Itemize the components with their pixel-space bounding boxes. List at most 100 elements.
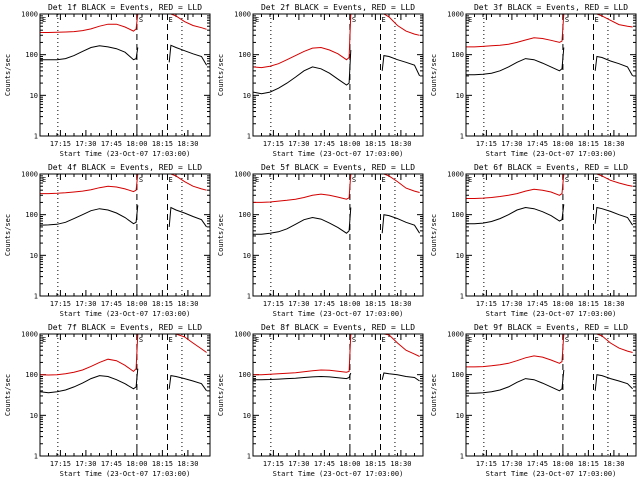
y-tick-label: 1 bbox=[34, 133, 38, 141]
events-series-line bbox=[253, 207, 352, 235]
events-series-line bbox=[168, 375, 208, 392]
y-tick-label: 1 bbox=[247, 293, 251, 301]
x-axis-label: Start Time (23-Oct-07 17:03:00) bbox=[273, 150, 404, 158]
x-tick-label: 17:45 bbox=[314, 460, 335, 468]
y-tick-label: 1000 bbox=[21, 331, 38, 339]
x-tick-label: 17:15 bbox=[50, 300, 71, 308]
x-axis-label: Start Time (23-Oct-07 17:03:00) bbox=[486, 470, 617, 478]
x-tick-label: 18:15 bbox=[365, 300, 386, 308]
panel-title: Det 8f BLACK = Events, RED = LLD bbox=[261, 323, 415, 332]
plot-frame bbox=[465, 173, 637, 297]
x-axis-label: Start Time (23-Oct-07 17:03:00) bbox=[60, 310, 191, 318]
x-tick-label: 18:15 bbox=[365, 460, 386, 468]
x-tick-label: 18:30 bbox=[177, 140, 198, 148]
y-tick-label: 1000 bbox=[447, 331, 464, 339]
events-series-line bbox=[168, 206, 208, 228]
events-series-line bbox=[253, 372, 352, 381]
events-series-line bbox=[466, 47, 565, 76]
y-tick-label: 1 bbox=[247, 133, 251, 141]
plot-frame bbox=[252, 13, 424, 137]
x-tick-label: 18:00 bbox=[339, 460, 360, 468]
x-tick-label: 17:45 bbox=[101, 140, 122, 148]
y-tick-label: 10 bbox=[456, 412, 464, 420]
lld-series-line bbox=[40, 13, 207, 33]
panel-title: Det 7f BLACK = Events, RED = LLD bbox=[48, 323, 202, 332]
y-tick-label: 100 bbox=[238, 51, 251, 59]
events-series-line bbox=[381, 214, 421, 234]
y-tick-label: 100 bbox=[25, 211, 38, 219]
x-tick-label: 18:00 bbox=[126, 460, 147, 468]
panel-title: Det 1f BLACK = Events, RED = LLD bbox=[48, 3, 202, 12]
x-tick-label: 18:30 bbox=[177, 460, 198, 468]
panel-det-6: Det 6f BLACK = Events, RED = LLD Counts/s… bbox=[430, 163, 637, 318]
plot-frame bbox=[39, 333, 211, 457]
x-tick-label: 17:30 bbox=[288, 140, 309, 148]
plot-frame bbox=[252, 173, 424, 297]
y-tick-label: 100 bbox=[238, 211, 251, 219]
start-marker-label: S bbox=[565, 176, 569, 184]
x-tick-label: 17:45 bbox=[101, 300, 122, 308]
plot-frame bbox=[39, 13, 211, 137]
start-marker-label: S bbox=[352, 16, 356, 24]
y-tick-label: 1 bbox=[460, 453, 464, 461]
y-tick-label: 1000 bbox=[447, 11, 464, 19]
x-tick-label: 17:15 bbox=[50, 140, 71, 148]
x-tick-label: 17:15 bbox=[476, 140, 497, 148]
y-tick-label: 1000 bbox=[234, 11, 251, 19]
y-tick-label: 1 bbox=[460, 293, 464, 301]
events-series-line bbox=[252, 49, 352, 95]
start-marker-label: S bbox=[139, 16, 143, 24]
y-tick-label: 100 bbox=[238, 371, 251, 379]
x-tick-label: 18:15 bbox=[152, 460, 173, 468]
events-series-line bbox=[168, 44, 208, 66]
x-tick-label: 17:30 bbox=[75, 300, 96, 308]
x-tick-label: 17:30 bbox=[501, 460, 522, 468]
x-tick-label: 18:30 bbox=[390, 300, 411, 308]
x-tick-label: 18:30 bbox=[177, 300, 198, 308]
start-marker-label: S bbox=[139, 336, 143, 344]
x-tick-label: 17:30 bbox=[75, 460, 96, 468]
corner-marker-label: E bbox=[468, 336, 472, 344]
x-tick-label: 17:15 bbox=[263, 140, 284, 148]
x-tick-label: 18:30 bbox=[603, 140, 624, 148]
panel-det-1: Det 1f BLACK = Events, RED = LLD Counts/s… bbox=[4, 3, 211, 158]
y-tick-label: 10 bbox=[30, 92, 38, 100]
x-tick-label: 17:15 bbox=[50, 460, 71, 468]
panel-title: Det 2f BLACK = Events, RED = LLD bbox=[261, 3, 415, 12]
corner-marker-label: E bbox=[42, 16, 46, 24]
start-marker-label: S bbox=[139, 176, 143, 184]
y-tick-label: 100 bbox=[25, 371, 38, 379]
lld-series-line bbox=[466, 13, 633, 48]
x-tick-label: 17:45 bbox=[314, 300, 335, 308]
corner-marker-label: E bbox=[468, 16, 472, 24]
x-tick-label: 18:00 bbox=[339, 140, 360, 148]
end-marker-label: E bbox=[595, 176, 599, 184]
x-tick-label: 18:15 bbox=[152, 140, 173, 148]
end-marker-label: E bbox=[595, 16, 599, 24]
x-tick-label: 17:15 bbox=[263, 300, 284, 308]
start-marker-label: S bbox=[352, 176, 356, 184]
y-tick-label: 10 bbox=[30, 252, 38, 260]
x-tick-label: 18:00 bbox=[339, 300, 360, 308]
end-marker-label: E bbox=[382, 336, 386, 344]
panel-det-3: Det 3f BLACK = Events, RED = LLD Counts/s… bbox=[430, 3, 637, 158]
panel-title: Det 6f BLACK = Events, RED = LLD bbox=[474, 163, 628, 172]
x-axis-label: Start Time (23-Oct-07 17:03:00) bbox=[486, 150, 617, 158]
lld-series-line bbox=[466, 333, 633, 368]
y-axis-label: Counts/sec bbox=[4, 214, 12, 256]
x-tick-label: 18:00 bbox=[552, 140, 573, 148]
y-tick-label: 10 bbox=[456, 252, 464, 260]
x-tick-label: 18:00 bbox=[552, 460, 573, 468]
y-tick-label: 100 bbox=[451, 371, 464, 379]
start-marker-label: S bbox=[565, 16, 569, 24]
corner-marker-label: E bbox=[255, 16, 259, 24]
x-tick-label: 17:45 bbox=[527, 140, 548, 148]
y-axis-label: Counts/sec bbox=[217, 374, 225, 416]
plot-frame bbox=[39, 173, 211, 297]
x-tick-label: 18:15 bbox=[578, 460, 599, 468]
y-tick-label: 10 bbox=[243, 412, 251, 420]
x-tick-label: 18:30 bbox=[603, 300, 624, 308]
y-tick-label: 100 bbox=[451, 211, 464, 219]
x-tick-label: 17:30 bbox=[501, 300, 522, 308]
